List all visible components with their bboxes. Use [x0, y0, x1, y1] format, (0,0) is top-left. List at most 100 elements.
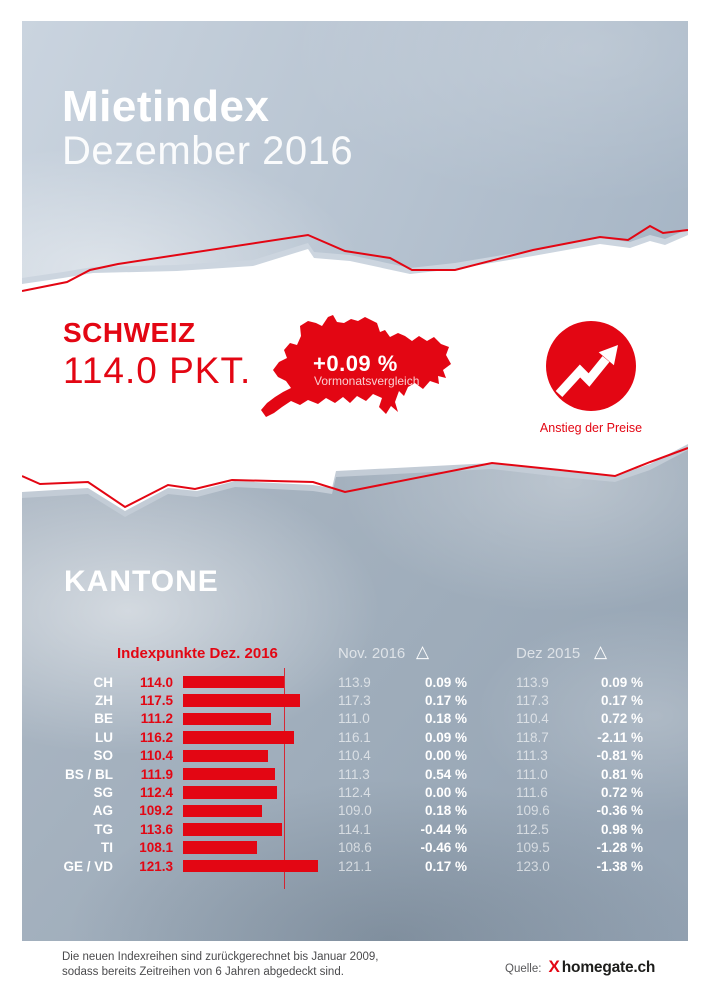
- nov-value: 121.1: [338, 858, 372, 874]
- canton-label: AG: [92, 803, 113, 819]
- dez-delta: -2.11 %: [597, 729, 643, 745]
- index-bar-track: [183, 712, 328, 726]
- index-bar-track: [183, 804, 328, 818]
- canton-label: SG: [93, 785, 113, 801]
- index-bar-track: [183, 859, 328, 873]
- kantone-band: KANTONE Indexpunkte Dez. 2016 Nov. 2016 …: [22, 450, 688, 941]
- table-row: SO 110.4 110.4 0.00 % 111.3 -0.81 %: [54, 747, 643, 765]
- dez-value: 109.6: [516, 803, 550, 819]
- dez-value: 109.5: [516, 840, 550, 856]
- index-bar-track: [183, 731, 328, 744]
- nov-value: 110.4: [338, 748, 371, 764]
- index-bar: [183, 731, 295, 744]
- nov-value: 114.1: [338, 821, 371, 837]
- nov-delta: -0.46 %: [420, 840, 467, 856]
- kantone-table-header: Indexpunkte Dez. 2016 Nov. 2016 △ Dez 20…: [22, 642, 688, 671]
- table-row: BE 111.2 111.0 0.18 % 110.4 0.72 %: [54, 710, 643, 728]
- dez-delta: -0.81 %: [596, 748, 643, 764]
- month-change-value: +0.09 %: [313, 351, 398, 376]
- nov-value: 108.6: [338, 840, 372, 856]
- index-value: 116.2: [139, 729, 173, 745]
- canton-label: SO: [93, 748, 113, 764]
- nov-delta: 0.09 %: [424, 729, 467, 745]
- footnote-line2: sodass bereits Zeitreihen von 6 Jahren a…: [62, 965, 344, 978]
- nov-value: 116.1: [338, 729, 371, 745]
- schweiz-label: SCHWEIZ: [63, 317, 196, 348]
- footnote: Die neuen Indexreihen sind zurückgerechn…: [62, 950, 378, 979]
- canton-label: BE: [94, 711, 113, 727]
- month-change-caption: Vormonatsvergleich: [314, 374, 420, 388]
- reference-line: [284, 668, 286, 889]
- price-rise-icon: [546, 321, 636, 411]
- nov-delta: 0.17 %: [424, 858, 467, 874]
- table-row: CH 114.0 113.9 0.09 % 113.9 0.09 %: [54, 673, 644, 691]
- table-row: BS / BL 111.9 111.3 0.54 % 111.0 0.81 %: [54, 765, 643, 783]
- canton-label: BS / BL: [64, 766, 113, 782]
- page-title: Mietindex: [62, 82, 270, 131]
- dez-value: 123.0: [516, 858, 550, 874]
- index-bar: [183, 786, 277, 799]
- dez-delta: 0.09 %: [600, 674, 643, 690]
- nov-value: 109.0: [338, 803, 372, 819]
- homegate-logo-icon: X: [548, 957, 559, 976]
- index-value: 121.3: [139, 858, 173, 874]
- table-row: SG 112.4 112.4 0.00 % 111.6 0.72 %: [54, 783, 643, 801]
- table-row: GE / VD 121.3 121.1 0.17 % 123.0 -1.38 %: [54, 857, 643, 875]
- nov-delta: 0.17 %: [424, 693, 467, 709]
- nov-delta: 0.09 %: [424, 674, 467, 690]
- table-row: TI 108.1 108.6 -0.46 % 109.5 -1.28 %: [54, 839, 643, 857]
- source-label: Quelle:: [505, 963, 542, 975]
- dez-value: 118.7: [516, 729, 549, 745]
- index-bar-track: [183, 749, 328, 762]
- index-value: 109.2: [139, 803, 173, 819]
- canton-label: TI: [101, 840, 113, 856]
- delta-icon: △: [416, 642, 430, 661]
- index-bar: [183, 804, 263, 818]
- canton-label: LU: [95, 729, 113, 745]
- nov-delta: 0.18 %: [424, 711, 467, 727]
- dez-value: 117.3: [516, 693, 549, 709]
- kantone-table-rows: CH 114.0 113.9 0.09 % 113.9 0.09 % ZH 11…: [54, 673, 643, 875]
- dez-delta: -1.28 %: [596, 840, 643, 856]
- index-bar: [183, 859, 318, 873]
- kantone-title: KANTONE: [64, 565, 219, 598]
- table-row: TG 113.6 114.1 -0.44 % 112.5 0.98 %: [54, 820, 643, 838]
- dez-delta: -0.36 %: [596, 803, 643, 819]
- table-row: LU 116.2 116.1 0.09 % 118.7 -2.11 %: [54, 728, 643, 746]
- table-row: AG 109.2 109.0 0.18 % 109.6 -0.36 %: [54, 802, 643, 820]
- source-attribution: Quelle: X homegate.ch: [505, 957, 655, 977]
- index-value: 110.4: [139, 748, 173, 764]
- index-value: 114.0: [139, 674, 173, 690]
- canton-label: GE / VD: [63, 858, 113, 874]
- canton-label: ZH: [95, 693, 113, 709]
- index-bar: [183, 712, 272, 726]
- index-bar: [183, 823, 283, 836]
- page-subtitle: Dezember 2016: [62, 129, 354, 174]
- nov-value: 111.0: [338, 711, 370, 727]
- delta-icon: △: [594, 642, 608, 661]
- index-bar-track: [183, 823, 328, 836]
- schweiz-index-points: 114.0 PKT.: [63, 349, 252, 391]
- column-header-nov: Nov. 2016: [338, 645, 406, 662]
- index-value: 108.1: [139, 840, 173, 856]
- schweiz-block: SCHWEIZ 114.0 PKT.: [63, 316, 251, 392]
- switzerland-map-icon: [261, 315, 451, 417]
- dez-value: 113.9: [516, 674, 549, 690]
- column-header-indexpunkte: Indexpunkte Dez. 2016: [117, 645, 278, 662]
- dez-value: 110.4: [516, 711, 549, 727]
- nov-delta: 0.00 %: [424, 785, 467, 801]
- dez-value: 111.0: [516, 766, 548, 782]
- index-bar-track: [183, 841, 328, 854]
- index-value: 111.2: [140, 711, 173, 727]
- footnote-line1: Die neuen Indexreihen sind zurückgerechn…: [62, 951, 379, 963]
- dez-value: 112.5: [516, 821, 549, 837]
- nov-delta: -0.44 %: [420, 821, 467, 837]
- index-value: 112.4: [139, 785, 173, 801]
- price-rise-caption: Anstieg der Preise: [539, 421, 643, 435]
- dez-delta: 0.72 %: [600, 785, 643, 801]
- nov-value: 112.4: [338, 785, 371, 801]
- canton-label: TG: [94, 821, 113, 837]
- dez-delta: 0.98 %: [600, 821, 643, 837]
- title-block: Mietindex Dezember 2016: [62, 82, 354, 174]
- nov-delta: 0.18 %: [424, 803, 467, 819]
